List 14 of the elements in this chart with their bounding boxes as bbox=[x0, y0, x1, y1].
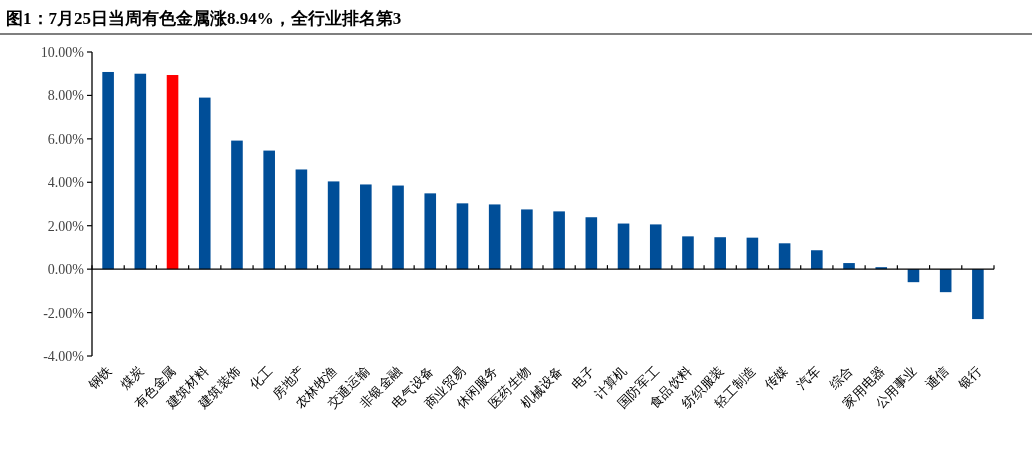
y-tick-label: 2.00% bbox=[47, 218, 85, 234]
x-tick-label: 银行 bbox=[954, 363, 985, 394]
y-tick-label: 8.00% bbox=[47, 88, 85, 104]
y-tick-label: 4.00% bbox=[47, 175, 85, 191]
x-tick-label: 钢铁 bbox=[84, 363, 115, 394]
y-tick-label: 0.00% bbox=[47, 262, 85, 278]
y-tick-label: -2.00% bbox=[43, 305, 85, 321]
y-tick-label: 6.00% bbox=[47, 131, 85, 147]
x-tick-label: 传媒 bbox=[761, 363, 791, 393]
y-tick-label: 10.00% bbox=[40, 45, 85, 60]
x-tick-label: 汽车 bbox=[793, 363, 823, 393]
y-tick-label: -4.00% bbox=[43, 349, 85, 364]
x-tick-label: 通信 bbox=[922, 363, 952, 393]
chart-title: 图1：7月25日当周有色金属涨8.94%，全行业排名第3 bbox=[6, 9, 402, 28]
